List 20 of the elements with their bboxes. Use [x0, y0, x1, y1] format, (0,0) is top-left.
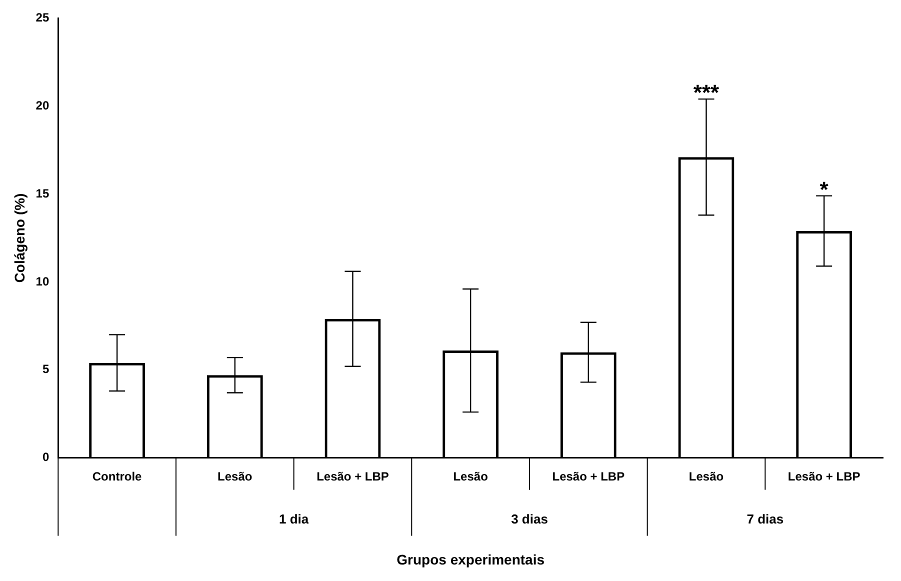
x-tick-label: Lesão + LBP [316, 469, 389, 484]
x-tick-label: Lesão [218, 469, 252, 484]
text: 3 dias [511, 511, 548, 526]
data-label: * [820, 176, 829, 202]
y-tick-label: 25 [36, 10, 50, 25]
text: 7 dias [746, 511, 784, 526]
x-tick-label: Lesão + LBP [552, 469, 625, 484]
x-tick-label: Lesão [453, 469, 488, 484]
x-axis-title: Grupos experimentais [396, 551, 545, 568]
data-label: *** [693, 80, 720, 106]
y-tick-label: 0 [42, 450, 50, 464]
y-tick-label: 15 [36, 186, 50, 200]
x-tick-label: Lesão + LBP [788, 469, 860, 484]
y-tick-label: 10 [36, 274, 50, 288]
y-tick-label: 5 [42, 362, 50, 376]
y-axis-title: Colágeno (%) [11, 193, 28, 283]
x-tick-label: Lesão [688, 469, 724, 484]
text: 1 dia [279, 511, 310, 526]
y-tick-label: 20 [36, 98, 50, 112]
x-tick-label: Controle [92, 469, 142, 484]
